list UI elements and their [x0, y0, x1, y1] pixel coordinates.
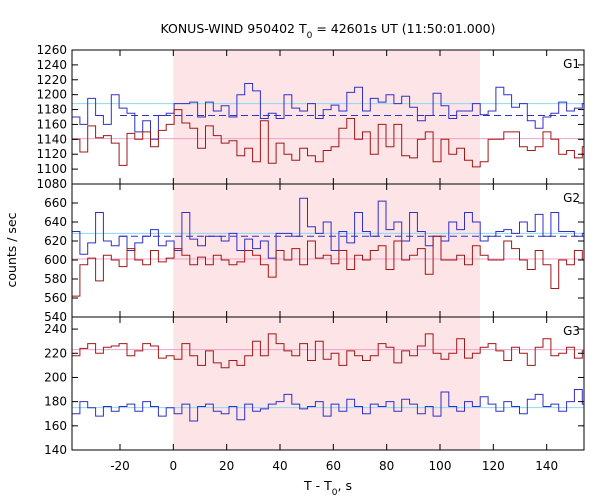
x-tick-label: 20: [219, 459, 234, 473]
y-tick-label: 1220: [36, 73, 67, 87]
y-tick-label: 1160: [36, 117, 67, 131]
series-line-red: [72, 333, 584, 369]
x-tick-label: 140: [535, 459, 558, 473]
y-tick-label: 580: [44, 272, 67, 286]
y-tick-label: 1200: [36, 88, 67, 102]
shaded-interval: [173, 50, 481, 450]
y-tick-label: 240: [44, 322, 67, 336]
x-tick-label: 120: [482, 459, 505, 473]
x-axis-label: T - T0, s: [303, 478, 352, 498]
plot-area: 1080110011201140116011801200122012401260…: [36, 43, 585, 473]
y-tick-label: 1260: [36, 43, 67, 57]
y-tick-label: 1120: [36, 147, 67, 161]
y-tick-label: 160: [44, 419, 67, 433]
y-tick-label: 540: [44, 310, 67, 324]
x-tick-label: 0: [170, 459, 178, 473]
y-tick-label: 1140: [36, 132, 67, 146]
panel-label: G3: [563, 324, 580, 338]
y-tick-label: 620: [44, 234, 67, 248]
y-tick-label: 220: [44, 346, 67, 360]
panel-label: G1: [563, 57, 580, 71]
y-tick-label: 640: [44, 215, 67, 229]
series-line-blue: [72, 197, 584, 259]
chart-title: KONUS-WIND 950402 T0 = 42601s UT (11:50:…: [160, 21, 495, 41]
y-tick-label: 1240: [36, 58, 67, 72]
y-tick-label: 1100: [36, 162, 67, 176]
series-line-red: [72, 109, 584, 168]
x-tick-label: 100: [429, 459, 452, 473]
x-tick-label: 60: [326, 459, 341, 473]
panel-label: G2: [563, 191, 580, 205]
y-axis-label: counts / sec: [4, 212, 19, 287]
y-tick-label: 560: [44, 291, 67, 305]
series-line-blue: [72, 83, 584, 140]
y-tick-label: 180: [44, 395, 67, 409]
y-tick-label: 1080: [36, 177, 67, 191]
panel-frame: [71, 316, 585, 451]
y-tick-label: 200: [44, 370, 67, 384]
y-tick-label: 140: [44, 443, 67, 457]
x-tick-label: 80: [379, 459, 394, 473]
series-line-red: [72, 235, 584, 297]
y-tick-label: 660: [44, 196, 67, 210]
x-tick-label: -20: [110, 459, 130, 473]
y-tick-label: 1180: [36, 103, 67, 117]
x-tick-label: 40: [272, 459, 287, 473]
y-tick-label: 600: [44, 253, 67, 267]
series-line-blue: [72, 389, 584, 422]
